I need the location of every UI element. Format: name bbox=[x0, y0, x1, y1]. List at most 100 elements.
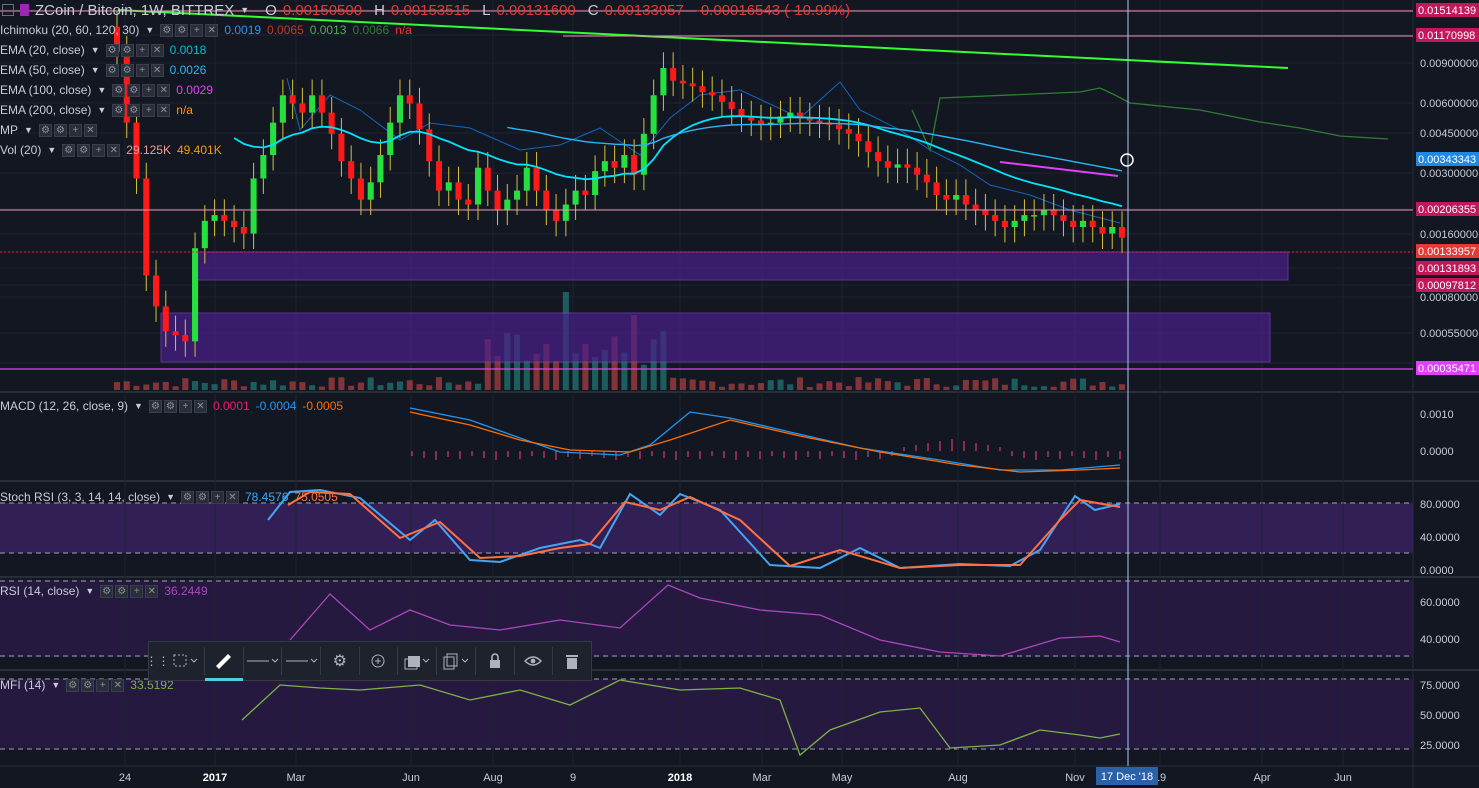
clone-icon[interactable] bbox=[359, 641, 397, 681]
indicator-legend[interactable]: Ichimoku (20, 60, 120, 30) ▼ ⚙ ⚙ + ✕ 0.0019 0.0… bbox=[0, 21, 412, 39]
volume-bar bbox=[1021, 385, 1028, 390]
mp-zone-upper bbox=[195, 251, 1289, 281]
indicator-name[interactable]: Ichimoku (20, 60, 120, 30) bbox=[0, 23, 140, 37]
mfi-legend[interactable]: MFI (14) ▼ ⚙ ⚙ + ✕ 33.5192 bbox=[0, 676, 174, 694]
volume-bar bbox=[396, 381, 403, 390]
line-style-icon[interactable] bbox=[243, 641, 281, 681]
legend-controls[interactable]: ⚙ ⚙ + ✕ bbox=[112, 103, 171, 117]
candle-body bbox=[182, 335, 189, 342]
settings-icon[interactable]: ⚙ bbox=[332, 653, 347, 670]
source-icon: ⚙ bbox=[77, 143, 91, 157]
indicator-legend[interactable]: EMA (20, close) ▼ ⚙ ⚙ + ✕ 0.0018 bbox=[0, 41, 206, 59]
indicator-name[interactable]: EMA (100, close) bbox=[0, 83, 92, 97]
volume-bar bbox=[260, 384, 267, 390]
chevron-down-icon[interactable]: ▼ bbox=[240, 5, 250, 15]
legend-controls[interactable]: ⚙ ⚙ + ✕ bbox=[62, 143, 121, 157]
candle-body bbox=[143, 178, 150, 276]
volume-bar bbox=[689, 379, 696, 390]
candle-body bbox=[1021, 215, 1028, 221]
indicator-name[interactable]: EMA (200, close) bbox=[0, 103, 92, 117]
legend-controls[interactable]: ⚙ ⚙ + ✕ bbox=[148, 399, 207, 413]
volume-bar bbox=[465, 381, 472, 390]
chevron-down-icon[interactable]: ▼ bbox=[145, 25, 155, 35]
indicator-name[interactable]: EMA (50, close) bbox=[0, 63, 85, 77]
candle-body bbox=[865, 141, 872, 153]
pane-indicator-name[interactable]: Stoch RSI (3, 3, 14, 14, close) bbox=[0, 490, 161, 504]
candle-body bbox=[270, 122, 277, 156]
time-axis: 24 2017 Mar Jun Aug 9 2018 Mar May Aug Nov 19 Apr Jun… bbox=[119, 767, 1352, 785]
candle-body bbox=[387, 122, 394, 156]
ema-lines bbox=[233, 115, 1123, 208]
close-value: 0.00133957 bbox=[604, 1, 684, 19]
chevron-down-icon[interactable]: ▼ bbox=[166, 492, 175, 502]
volume-bar bbox=[484, 339, 491, 390]
indicator-name[interactable]: Vol (20) bbox=[0, 143, 42, 157]
volume-bar bbox=[553, 361, 560, 390]
volume-bar bbox=[1079, 378, 1086, 390]
chevron-down-icon[interactable]: ▼ bbox=[97, 105, 107, 115]
rsi-legend[interactable]: RSI (14, close) ▼ ⚙ ⚙ + ✕ 36.2449 bbox=[0, 582, 208, 600]
volume-bar bbox=[377, 385, 384, 390]
mfi-axis-tick: 75.0000 bbox=[1420, 680, 1460, 692]
drag-handle-icon[interactable]: ⋮⋮ bbox=[145, 654, 170, 668]
candle-body bbox=[260, 155, 267, 179]
chevron-down-icon[interactable]: ▼ bbox=[90, 45, 100, 55]
trash-icon[interactable] bbox=[553, 641, 591, 681]
legend-controls[interactable]: ⚙ ⚙ + ✕ bbox=[112, 83, 171, 97]
chevron-down-icon[interactable]: ▼ bbox=[47, 145, 57, 155]
pane-indicator-name[interactable]: MACD (12, 26, close, 9) bbox=[0, 399, 129, 413]
volume-bar bbox=[367, 377, 374, 390]
candle-body bbox=[660, 67, 667, 96]
pen-icon[interactable] bbox=[204, 641, 243, 681]
legend-controls[interactable]: ⚙ ⚙ + ✕ bbox=[181, 490, 239, 504]
chevron-down-icon[interactable]: ▼ bbox=[51, 680, 61, 690]
legend-controls[interactable]: ⚙ ⚙ + ✕ bbox=[100, 584, 159, 598]
select-icon[interactable] bbox=[166, 641, 204, 681]
candle-body bbox=[465, 199, 472, 205]
copy-icon[interactable] bbox=[437, 641, 475, 681]
indicator-legend[interactable]: Vol (20) ▼ ⚙ ⚙ + ✕ 29.125K 49.401K bbox=[0, 141, 222, 159]
plus-icon: + bbox=[135, 63, 149, 77]
stoch-legend[interactable]: Stoch RSI (3, 3, 14, 14, close) ▼ ⚙ ⚙ + ✕ 78.4… bbox=[0, 488, 338, 506]
macd-legend[interactable]: MACD (12, 26, close, 9) ▼ ⚙ ⚙ + ✕ 0.0001 -0.000… bbox=[0, 397, 343, 415]
indicator-value: 0.0013 bbox=[309, 23, 347, 37]
legend-controls[interactable]: ⚙ ⚙ + ✕ bbox=[38, 123, 97, 137]
indicator-legend[interactable]: EMA (50, close) ▼ ⚙ ⚙ + ✕ 0.0026 bbox=[0, 61, 206, 79]
indicator-legend[interactable]: EMA (100, close) ▼ ⚙ ⚙ + ✕ 0.0029 bbox=[0, 81, 213, 99]
pane-indicator-name[interactable]: MFI (14) bbox=[0, 678, 46, 692]
open-value: 0.00150500 bbox=[282, 1, 363, 19]
volume-bar bbox=[435, 377, 443, 390]
chevron-down-icon[interactable]: ▼ bbox=[24, 125, 33, 135]
chevron-down-icon[interactable]: ▼ bbox=[90, 65, 100, 75]
line-width-icon[interactable] bbox=[282, 641, 320, 681]
lock-icon[interactable] bbox=[476, 641, 514, 681]
eye-icon[interactable] bbox=[514, 641, 552, 681]
legend-controls[interactable]: ⚙ ⚙ + ✕ bbox=[160, 23, 219, 37]
plus-icon: + bbox=[92, 143, 106, 157]
indicator-name[interactable]: MP bbox=[0, 123, 18, 137]
indicator-value: 0.0065 bbox=[267, 23, 304, 37]
chevron-down-icon[interactable]: ▼ bbox=[97, 85, 107, 95]
volume-bar bbox=[718, 386, 725, 390]
candle-body bbox=[709, 92, 716, 96]
price-tick: 0.00300000 bbox=[1420, 168, 1478, 180]
low-label: L bbox=[482, 1, 491, 19]
collapse-icon[interactable] bbox=[2, 4, 14, 16]
indicator-legend[interactable]: EMA (200, close) ▼ ⚙ ⚙ + ✕ n/a bbox=[0, 101, 193, 119]
chevron-down-icon[interactable]: ▼ bbox=[85, 586, 95, 596]
candle-body bbox=[621, 155, 628, 168]
legend-controls[interactable]: ⚙ ⚙ + ✕ bbox=[105, 63, 164, 77]
volume-bar bbox=[348, 385, 355, 390]
indicator-legend[interactable]: MP ▼ ⚙ ⚙ + ✕ bbox=[0, 121, 97, 139]
volume-bar bbox=[328, 377, 335, 390]
high-label: H bbox=[374, 1, 385, 19]
legend-controls[interactable]: ⚙ ⚙ + ✕ bbox=[105, 43, 164, 57]
symbol-title[interactable]: ZCoin / Bitcoin, 1W, BITTREX bbox=[35, 1, 235, 19]
legend-controls[interactable]: ⚙ ⚙ + ✕ bbox=[66, 678, 125, 692]
chevron-down-icon[interactable]: ▼ bbox=[134, 401, 143, 411]
macd-signal-line bbox=[409, 411, 1121, 473]
pane-indicator-name[interactable]: RSI (14, close) bbox=[0, 584, 80, 598]
indicator-name[interactable]: EMA (20, close) bbox=[0, 43, 85, 57]
layers-icon[interactable] bbox=[398, 641, 436, 681]
